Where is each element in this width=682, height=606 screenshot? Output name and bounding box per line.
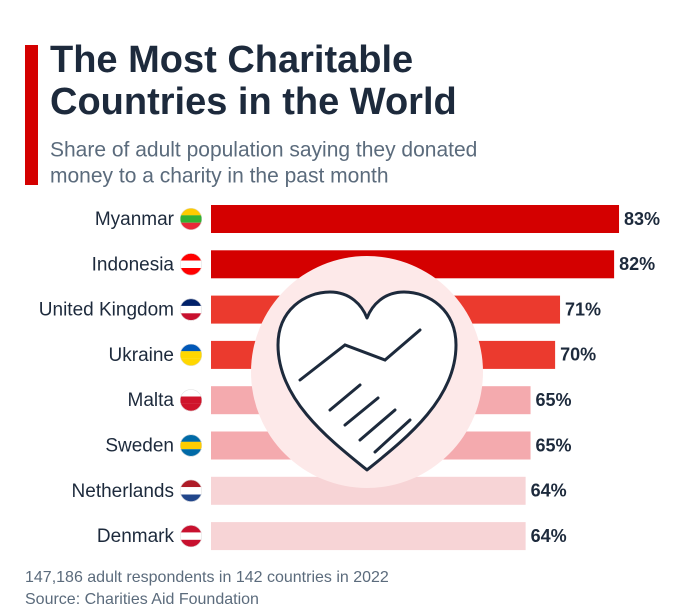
flag-band (180, 260, 202, 268)
flag-band (180, 313, 202, 321)
flag-band (180, 253, 202, 261)
source: Source: Charities Aid Foundation (25, 591, 259, 606)
flag (180, 525, 202, 548)
subtitle: Share of adult population saying they do… (50, 139, 477, 162)
title-accent (25, 45, 38, 185)
category-label: Malta (128, 390, 175, 411)
flag-band (180, 396, 202, 404)
flag (180, 434, 202, 457)
category-label: Ukraine (109, 345, 174, 366)
category-label: Indonesia (92, 254, 175, 275)
flag (180, 479, 202, 502)
note: 147,186 adult respondents in 142 countri… (25, 569, 389, 586)
flag (180, 253, 202, 276)
flag-band (180, 215, 202, 223)
flag-band (180, 351, 202, 359)
value-label: 65% (536, 435, 572, 455)
flag-band (180, 532, 202, 540)
flag (180, 343, 202, 366)
value-label: 83% (624, 209, 660, 229)
flag-band (180, 494, 202, 502)
flag-band (180, 268, 202, 276)
value-label: 82% (619, 254, 655, 274)
value-label: 65% (536, 390, 572, 410)
flag (180, 208, 202, 230)
value-label: 70% (560, 345, 596, 365)
value-label: 71% (565, 299, 601, 319)
flag-band (180, 539, 202, 548)
flag-band (180, 403, 202, 412)
bar (211, 522, 526, 551)
flag-band (180, 305, 202, 314)
flag-band (180, 358, 202, 366)
chart-title: The Most Charitable (50, 39, 413, 81)
bar (211, 205, 620, 233)
category-label: Sweden (105, 436, 174, 457)
flag-band (180, 389, 202, 397)
flag-band (180, 343, 202, 352)
chart-title: Countries in the World (50, 81, 457, 123)
flag (180, 298, 202, 321)
flag-band (180, 208, 202, 216)
category-label: Myanmar (95, 209, 175, 230)
flag-band (180, 222, 202, 230)
value-label: 64% (531, 481, 567, 501)
value-label: 64% (531, 526, 567, 546)
category-label: Denmark (97, 526, 175, 547)
flag-band (180, 479, 202, 488)
flag-band (180, 298, 202, 306)
flag (180, 389, 202, 412)
subtitle: money to a charity in the past month (50, 165, 389, 188)
category-label: United Kingdom (39, 300, 174, 321)
handshake-icon (251, 256, 483, 488)
category-label: Netherlands (72, 481, 174, 502)
flag-band (180, 441, 202, 450)
flag-band (180, 525, 202, 533)
flag-band (180, 449, 202, 457)
flag-band (180, 487, 202, 495)
flag-band (180, 434, 202, 442)
